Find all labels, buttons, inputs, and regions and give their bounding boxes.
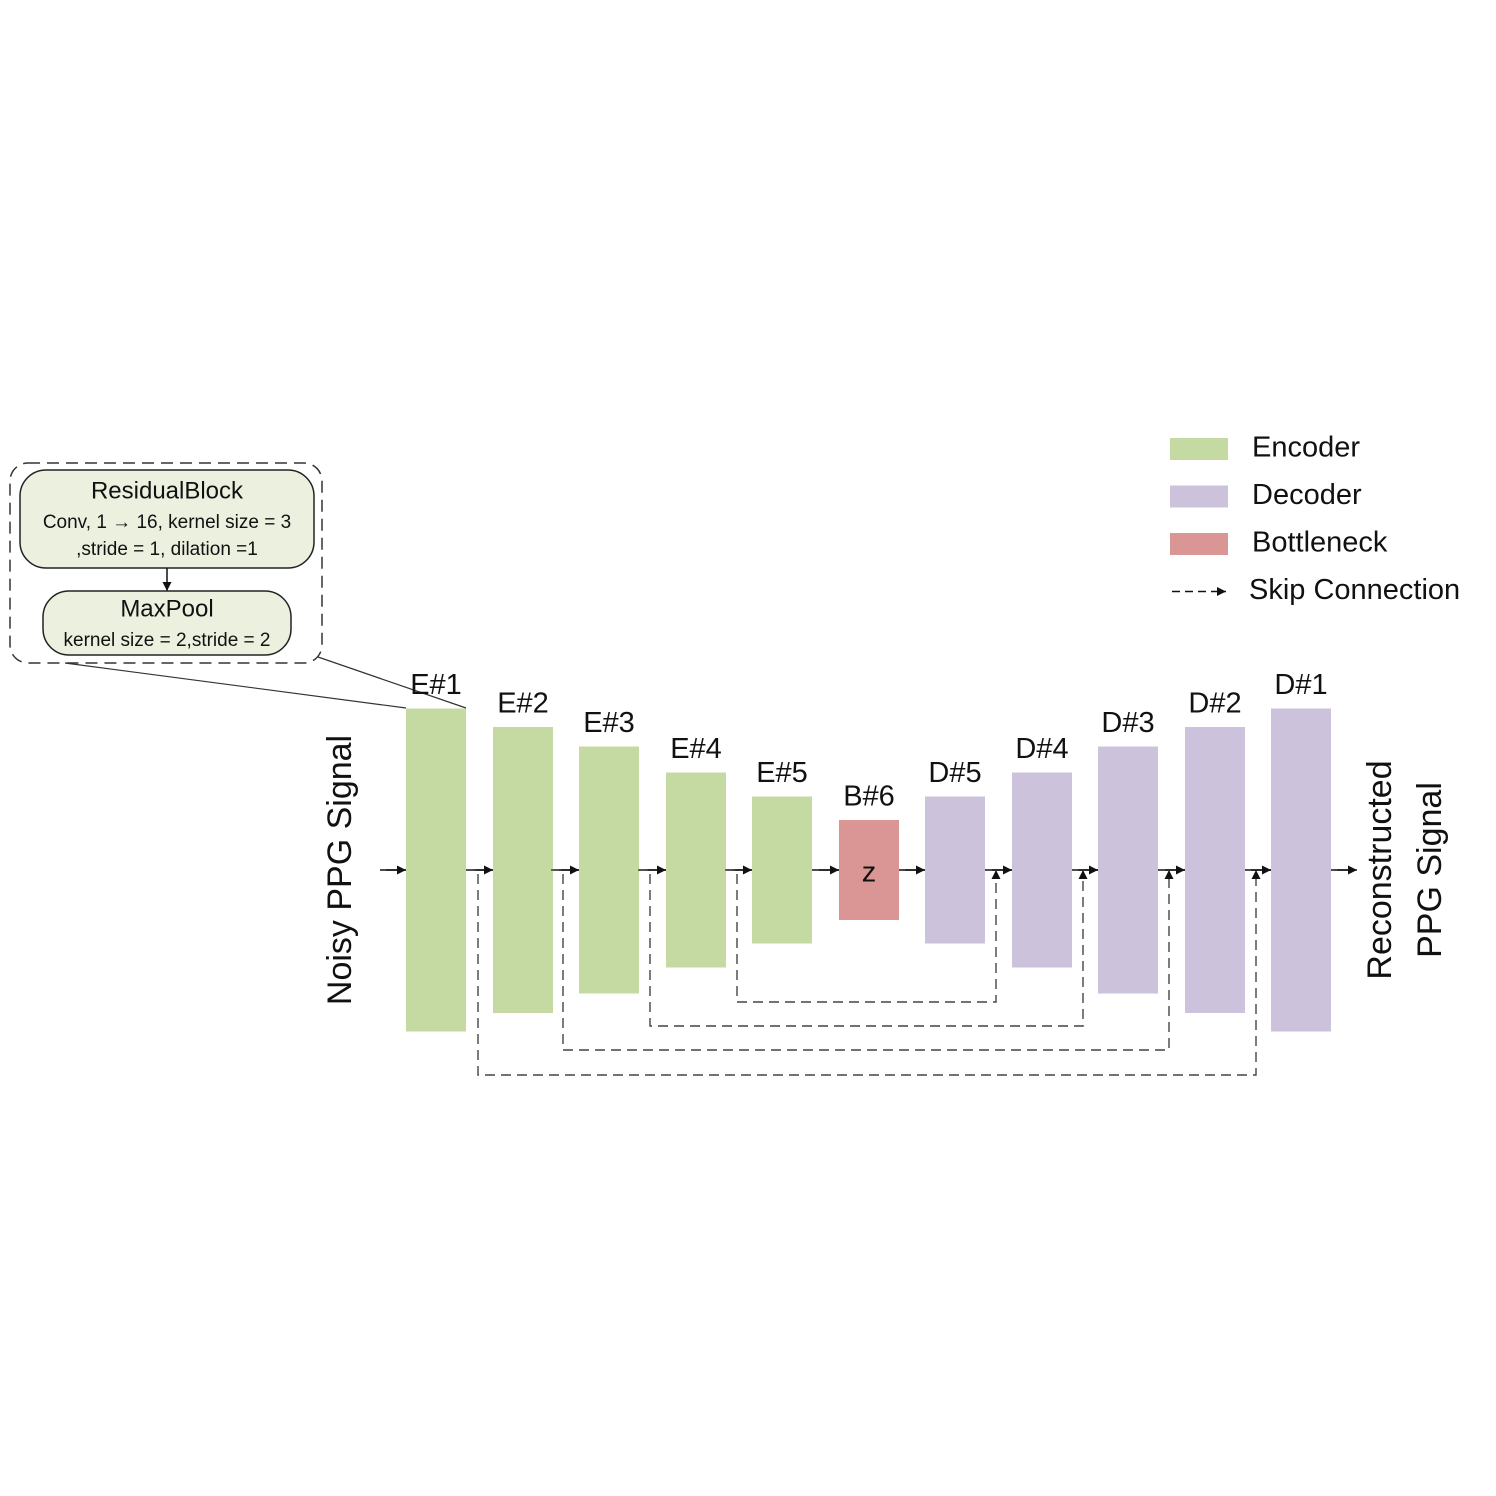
block	[1185, 727, 1245, 1013]
legend-label: Bottleneck	[1252, 527, 1388, 559]
legend-label: Skip Connection	[1249, 574, 1460, 606]
block-label: E#2	[497, 688, 549, 720]
maxpool-line: kernel size = 2,stride = 2	[64, 630, 271, 651]
block	[1012, 772, 1072, 968]
legend-swatch	[1170, 438, 1228, 460]
block	[493, 727, 553, 1013]
output-label: PPG Signal	[1411, 782, 1449, 958]
legend: Encoder Decoder Bottleneck Skip Connection	[1170, 432, 1460, 606]
residual-title: ResidualBlock	[91, 477, 244, 504]
block-label: D#3	[1101, 707, 1154, 739]
block-text: z	[862, 857, 877, 889]
skip-connection	[551, 869, 1174, 1051]
legend-label: Encoder	[1252, 432, 1360, 464]
block	[406, 708, 466, 1032]
skip-connection	[466, 869, 1261, 1076]
block	[752, 796, 812, 944]
block	[839, 820, 899, 920]
block-label: E#5	[756, 757, 808, 789]
zoom-line	[64, 662, 407, 709]
maxpool-title: MaxPool	[120, 595, 213, 622]
block-label: B#6	[843, 781, 895, 813]
block	[1271, 708, 1331, 1032]
skip-connection	[725, 869, 1001, 1003]
residual-line: Conv, 1 → 16, kernel size = 3	[43, 512, 291, 533]
detail-frame	[9, 462, 323, 664]
block-label: D#5	[928, 757, 981, 789]
block-label: E#1	[410, 669, 462, 701]
block	[666, 772, 726, 968]
skip-connection	[638, 869, 1088, 1027]
block	[925, 796, 985, 944]
zoom-line	[317, 656, 467, 709]
block-label: E#4	[670, 733, 722, 765]
block-label: D#1	[1274, 669, 1327, 701]
block-label: D#2	[1188, 688, 1241, 720]
residual-line: ,stride = 1, dilation =1	[76, 539, 258, 560]
legend-swatch	[1170, 485, 1228, 508]
block	[579, 746, 639, 994]
network: E#1 E#2 E#3 E#4 E#5 B#6 z D#5 D#4 D#3 D#2 D#1	[380, 669, 1357, 1076]
block-label: E#3	[583, 707, 635, 739]
legend-swatch	[1170, 533, 1228, 555]
maxpool-box	[42, 590, 292, 656]
block	[1098, 746, 1158, 994]
block-label: D#4	[1015, 733, 1068, 765]
legend-label: Decoder	[1252, 479, 1362, 511]
output-label: Reconstructed	[1361, 760, 1399, 979]
input-label: Noisy PPG Signal	[321, 735, 359, 1005]
